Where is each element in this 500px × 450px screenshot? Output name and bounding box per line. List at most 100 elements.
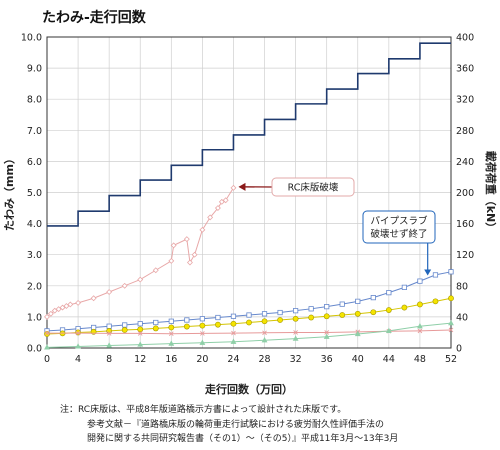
data-point	[168, 318, 174, 324]
data-point	[55, 306, 62, 313]
data-point	[168, 324, 175, 331]
load-step-line	[47, 42, 451, 227]
data-point	[230, 338, 237, 344]
data-point	[339, 301, 345, 307]
x-tick-label: 52	[445, 354, 457, 365]
data-point	[417, 323, 423, 329]
data-point	[207, 214, 214, 221]
data-point	[44, 331, 50, 337]
y-left-tick-label: 7.0	[27, 126, 42, 137]
x-tick-label: 24	[227, 354, 239, 365]
data-point	[448, 269, 454, 275]
data-point	[199, 226, 206, 233]
data-point	[200, 331, 205, 336]
y-right-tick-label: 160	[456, 219, 474, 230]
grid	[46, 36, 452, 349]
y-right-tick-label: 200	[456, 188, 474, 199]
data-point	[67, 301, 74, 308]
data-point	[308, 314, 315, 321]
data-point	[218, 198, 225, 205]
annotation-arrowhead-rc	[238, 182, 246, 191]
data-point	[121, 327, 128, 333]
y-right-tick-label: 360	[456, 64, 474, 75]
y-right-tick-label: 320	[456, 95, 474, 106]
data-point	[401, 304, 408, 311]
series-layer	[44, 184, 454, 350]
data-point	[121, 282, 128, 289]
data-point	[75, 343, 81, 349]
data-point	[199, 339, 206, 345]
series-line	[46, 322, 452, 348]
data-point	[186, 259, 193, 266]
y-left-tick-label: 2.0	[27, 281, 42, 292]
chart-title: たわみ-走行回数	[42, 9, 147, 26]
y-right-tick-label: 40	[456, 312, 468, 323]
data-point	[230, 184, 237, 191]
y-right-tick-label: 280	[456, 126, 474, 137]
data-point	[44, 313, 50, 320]
data-point	[44, 344, 50, 350]
y-axis-left-label: たわみ（mm）	[3, 153, 16, 231]
y-left-tick-label: 1.0	[27, 312, 42, 323]
data-point	[432, 272, 439, 278]
y-left-tick-label: 4.0	[27, 219, 42, 230]
data-point	[44, 330, 50, 336]
data-point	[355, 298, 361, 304]
data-point	[323, 313, 330, 320]
data-point	[401, 284, 407, 290]
data-point	[385, 307, 392, 313]
data-point	[417, 301, 423, 308]
data-point	[63, 303, 70, 309]
data-point	[183, 236, 190, 243]
y-left-tick-label: 6.0	[27, 157, 42, 168]
data-point	[59, 304, 66, 311]
data-point	[199, 322, 206, 329]
annotation-box-rc	[271, 177, 355, 197]
data-point	[262, 330, 267, 336]
data-point	[293, 308, 299, 314]
y-right-tick-label: 80	[456, 281, 468, 292]
annotation-text-pipe: パイプスラブ	[370, 215, 428, 227]
y-left-tick-label: 8.0	[27, 95, 42, 106]
data-point	[432, 298, 439, 305]
data-point	[324, 304, 330, 310]
data-point	[191, 251, 198, 258]
y-right-tick-label: 240	[456, 157, 474, 168]
data-point	[324, 330, 330, 335]
y-left-tick-label: 3.0	[27, 250, 42, 261]
data-point	[51, 307, 58, 314]
plot-frame	[46, 36, 452, 349]
annotation-arrowhead-pipe	[424, 269, 432, 276]
data-point	[106, 289, 113, 295]
annotation-box-pipe	[362, 210, 436, 244]
data-point	[339, 312, 346, 318]
data-point	[199, 316, 205, 322]
data-point	[354, 310, 361, 317]
y-left-tick-label: 9.0	[27, 64, 42, 75]
y-right-tick-label: 400	[456, 33, 474, 44]
data-point	[168, 257, 175, 264]
data-point	[277, 317, 283, 323]
data-point	[370, 309, 377, 316]
data-point	[184, 317, 190, 323]
x-axis-label: 走行回数（万回）	[204, 382, 293, 396]
data-point	[448, 295, 454, 302]
data-point	[152, 325, 159, 332]
x-tick-label: 12	[134, 354, 146, 365]
data-point	[385, 327, 392, 333]
x-tick-label: 36	[321, 354, 333, 365]
data-point	[152, 267, 159, 274]
data-point	[222, 197, 229, 204]
data-point	[106, 331, 112, 336]
data-point	[448, 327, 454, 333]
data-point	[106, 327, 113, 334]
annotation-text-pipe: 破壊せず終了	[370, 228, 427, 240]
data-point	[246, 319, 252, 326]
y-right-tick-label: 0	[456, 344, 462, 355]
y-left-tick-label: 0.0	[27, 344, 42, 355]
data-point	[75, 299, 82, 306]
data-point	[170, 242, 177, 249]
tick-labels: 0 4 8 12 16 20 24 28 32 36 40 44 48 520.01.02.03.04.0…	[21, 33, 474, 366]
